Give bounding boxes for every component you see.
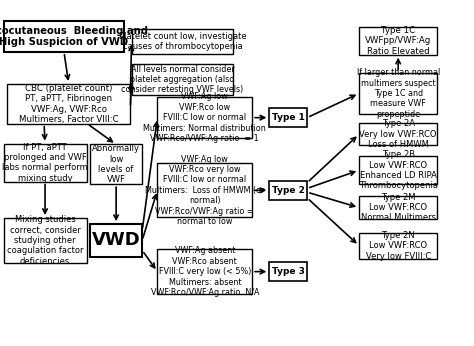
Text: Type 2B
Low VWF:RCO
Enhanced LD RIPA
Thrombocytopenia: Type 2B Low VWF:RCO Enhanced LD RIPA Thr… (359, 150, 438, 190)
Bar (359, 156, 437, 184)
Bar (359, 73, 437, 114)
Bar (269, 262, 307, 281)
Text: Mixing studies
correct, consider
studying other
coagulation factor
deficiencies: Mixing studies correct, consider studyin… (7, 215, 83, 266)
Text: VWF:Ag absent
VWF:Rco absent
FVIII:C very low (< 5%)
Multimers: absent
VWF:Rco/V: VWF:Ag absent VWF:Rco absent FVIII:C ver… (151, 246, 259, 297)
Text: Type 1: Type 1 (272, 113, 305, 122)
Bar (132, 64, 234, 95)
Bar (4, 144, 86, 182)
Text: Mucocutaneous  Bleeding and
High Suspicion of VWD: Mucocutaneous Bleeding and High Suspicio… (0, 26, 148, 47)
Text: Abnormally
low
levels of
VWF: Abnormally low levels of VWF (92, 144, 140, 184)
Text: All levels normal consider
platelet aggregation (also
consider retesting VWF lev: All levels normal consider platelet aggr… (121, 65, 244, 94)
Bar (269, 181, 307, 200)
Text: Type 2A
Very low VWF:RCO
Loss of HMWM: Type 2A Very low VWF:RCO Loss of HMWM (359, 119, 437, 149)
Text: VWD: VWD (92, 231, 140, 249)
Text: Type 2N
Low VWF:RCO
Very low FVIII:C: Type 2N Low VWF:RCO Very low FVIII:C (365, 231, 431, 261)
Text: CBC (platelet count)
PT, aPTT, Fibrinogen
VWF:Ag, VWF:Rco
Multimers, Factor VIII: CBC (platelet count) PT, aPTT, Fibrinoge… (19, 84, 118, 124)
Bar (7, 84, 130, 124)
Text: Type 2M
Low VWF:RCO
Normal Multimers: Type 2M Low VWF:RCO Normal Multimers (361, 193, 436, 222)
Text: Type 2: Type 2 (272, 186, 305, 195)
Text: Type 3: Type 3 (272, 267, 305, 276)
Bar (4, 218, 86, 263)
Text: Type 1C
VWFpp/VWF:Ag
Ratio Elevated: Type 1C VWFpp/VWF:Ag Ratio Elevated (365, 26, 431, 56)
Text: VWF:Ag low
VWF:Rco very low
FVIII:C low or normal
Multimers:  Loss of HMWM (or
n: VWF:Ag low VWF:Rco very low FVIII:C low … (145, 155, 264, 226)
Bar (359, 197, 437, 219)
Bar (157, 249, 252, 294)
Text: Platelet count low, investigate
causes of thrombocytopenia: Platelet count low, investigate causes o… (118, 32, 246, 51)
Text: If larger than normal
multimers suspect
Type 1C and
measure VWF
propeptide: If larger than normal multimers suspect … (356, 68, 440, 119)
Bar (359, 123, 437, 145)
Bar (157, 97, 252, 138)
Bar (90, 224, 142, 257)
Bar (90, 145, 142, 184)
Bar (157, 164, 252, 217)
Text: VWF:Ag low
VWF:Rco low
FVIII:C low or normal
Multimers: Normal distribution
VWF:: VWF:Ag low VWF:Rco low FVIII:C low or no… (144, 92, 266, 143)
Text: If PT, aPTT
prolonged and VWF
labs normal perform
mixing study: If PT, aPTT prolonged and VWF labs norma… (2, 143, 88, 183)
Bar (359, 27, 437, 55)
Bar (132, 29, 234, 55)
Bar (359, 233, 437, 259)
Bar (4, 21, 124, 52)
Bar (269, 108, 307, 127)
